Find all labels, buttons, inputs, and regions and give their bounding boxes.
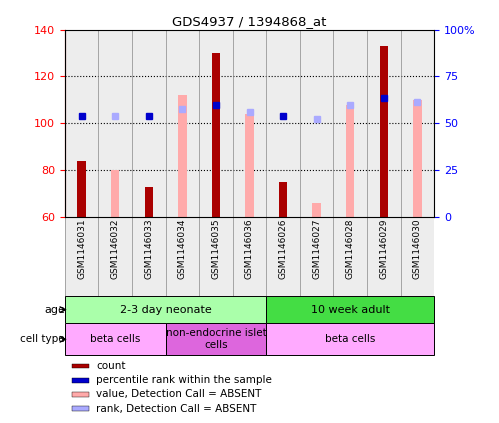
Bar (212, 53, 220, 217)
Bar (77, 161, 86, 217)
Bar (72, 406, 89, 411)
Bar (111, 170, 119, 217)
Text: GSM1146026: GSM1146026 (278, 219, 287, 279)
Text: GSM1146034: GSM1146034 (178, 219, 187, 279)
Bar (300, 217, 333, 296)
Bar (300, 30, 333, 217)
Bar (72, 392, 89, 397)
Bar (333, 217, 367, 296)
Text: GSM1146029: GSM1146029 (379, 219, 388, 279)
Text: beta cells: beta cells (90, 334, 140, 344)
Bar (65, 217, 98, 296)
Bar (346, 104, 354, 217)
Text: GSM1146031: GSM1146031 (77, 219, 86, 279)
Bar (72, 364, 89, 368)
Bar (413, 100, 422, 217)
Bar (65, 296, 266, 323)
Bar (98, 30, 132, 217)
Text: cell type: cell type (20, 334, 65, 344)
Bar (199, 30, 233, 217)
Bar (333, 30, 367, 217)
Bar (72, 378, 89, 382)
Title: GDS4937 / 1394868_at: GDS4937 / 1394868_at (172, 16, 327, 28)
Bar (266, 323, 434, 355)
Bar (145, 187, 153, 217)
Bar (401, 30, 434, 217)
Text: 2-3 day neonate: 2-3 day neonate (120, 305, 212, 315)
Bar (266, 217, 300, 296)
Bar (367, 30, 401, 217)
Text: non-endocrine islet
cells: non-endocrine islet cells (166, 329, 266, 350)
Bar (312, 203, 321, 217)
Bar (279, 182, 287, 217)
Text: GSM1146036: GSM1146036 (245, 219, 254, 279)
Text: value, Detection Call = ABSENT: value, Detection Call = ABSENT (96, 390, 261, 399)
Text: GSM1146028: GSM1146028 (346, 219, 355, 279)
Bar (132, 217, 166, 296)
Bar (266, 30, 300, 217)
Bar (367, 217, 401, 296)
Bar (166, 30, 199, 217)
Bar (166, 323, 266, 355)
Bar (166, 217, 199, 296)
Text: count: count (96, 361, 126, 371)
Text: beta cells: beta cells (325, 334, 375, 344)
Bar (233, 30, 266, 217)
Bar (178, 95, 187, 217)
Text: GSM1146035: GSM1146035 (212, 219, 221, 279)
Text: age: age (44, 305, 65, 315)
Bar (65, 30, 98, 217)
Bar (132, 30, 166, 217)
Bar (401, 217, 434, 296)
Text: GSM1146027: GSM1146027 (312, 219, 321, 279)
Bar (233, 217, 266, 296)
Bar (199, 217, 233, 296)
Bar (246, 114, 253, 217)
Bar (380, 46, 388, 217)
Text: GSM1146033: GSM1146033 (144, 219, 153, 279)
Bar (266, 296, 434, 323)
Text: GSM1146032: GSM1146032 (111, 219, 120, 279)
Bar (65, 323, 166, 355)
Bar (98, 217, 132, 296)
Text: 10 week adult: 10 week adult (311, 305, 390, 315)
Text: GSM1146030: GSM1146030 (413, 219, 422, 279)
Text: rank, Detection Call = ABSENT: rank, Detection Call = ABSENT (96, 404, 256, 414)
Text: percentile rank within the sample: percentile rank within the sample (96, 375, 272, 385)
